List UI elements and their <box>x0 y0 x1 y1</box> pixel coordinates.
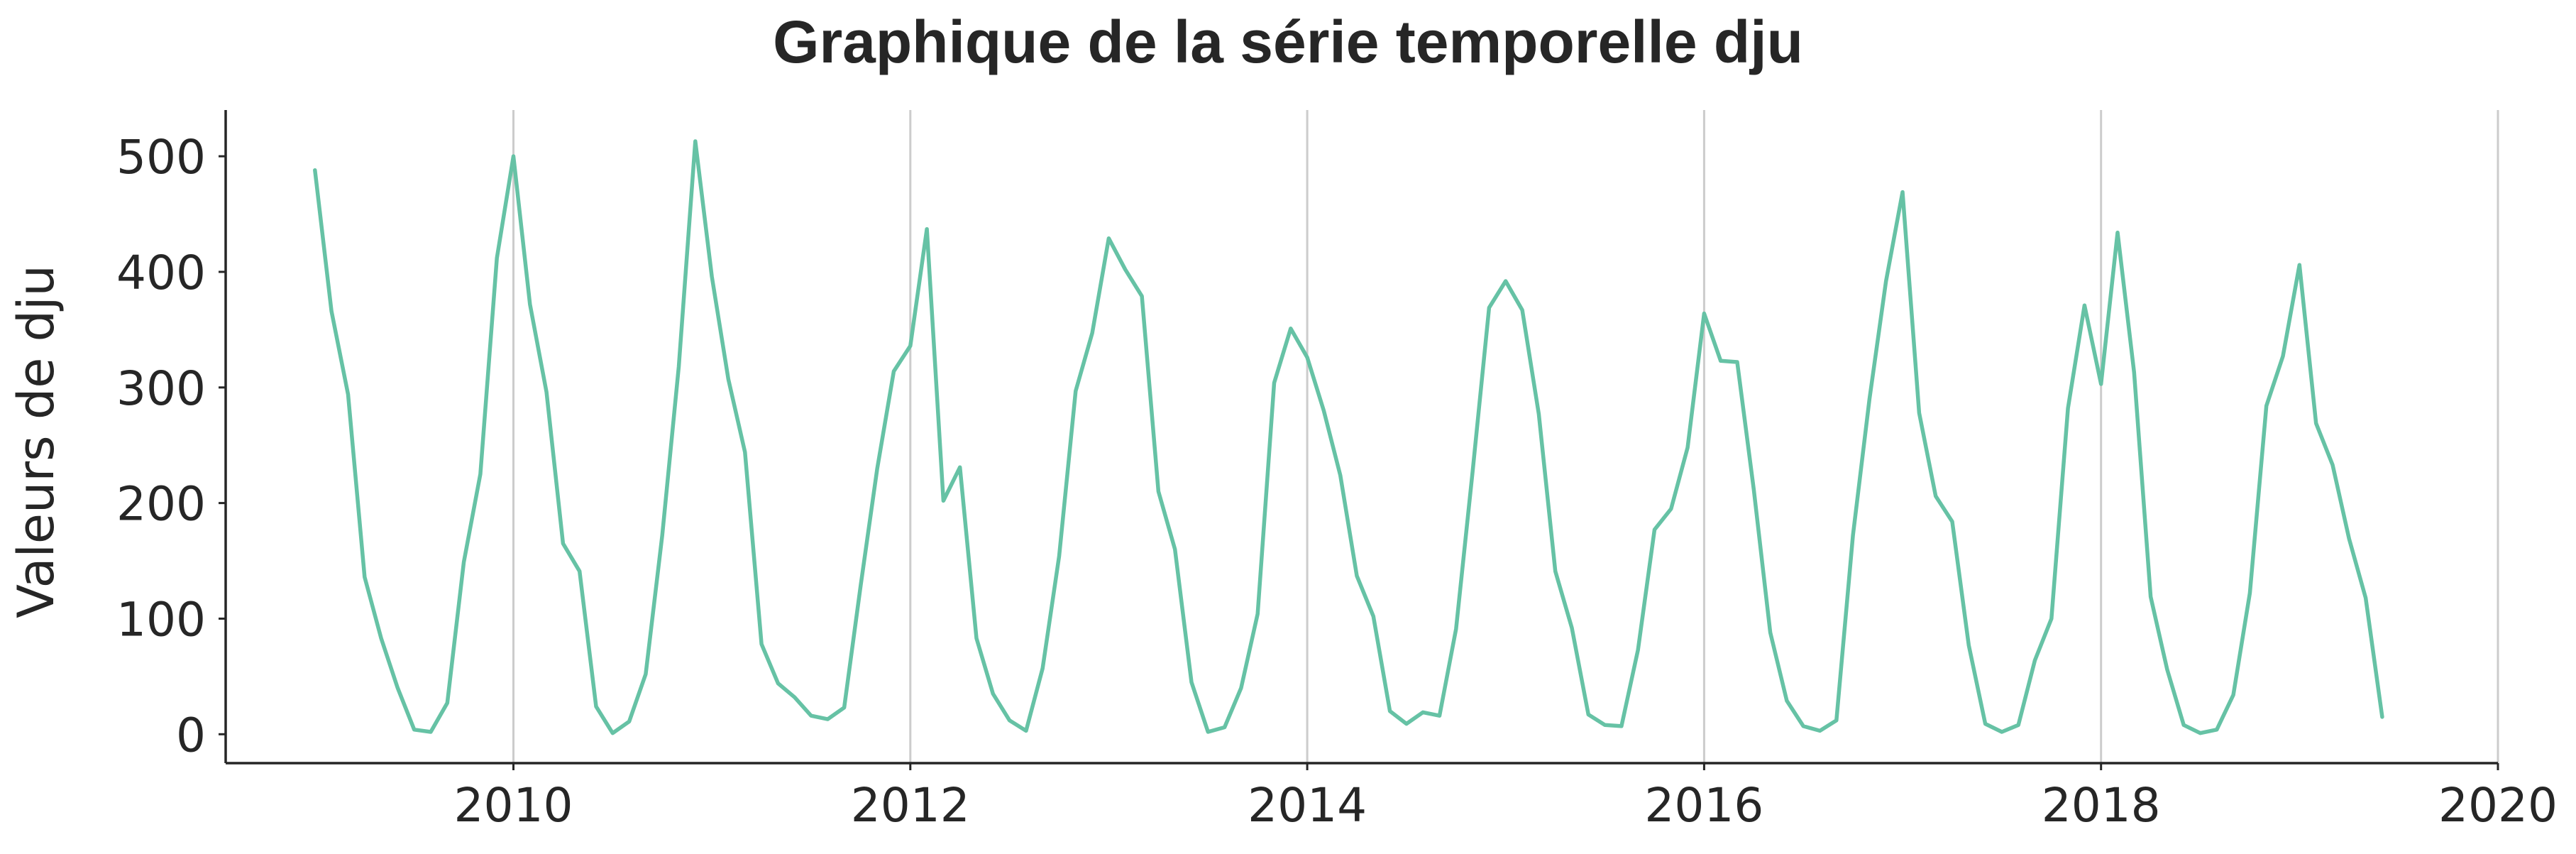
x-tick-label: 2020 <box>2438 778 2558 833</box>
y-tick-label: 200 <box>116 477 206 532</box>
x-axis: 2010 2012 2014 2016 2018 2020 <box>454 763 2558 833</box>
y-tick-label: 400 <box>116 246 206 300</box>
x-tick-label: 2010 <box>454 778 573 833</box>
y-axis-label: Valeurs de dju <box>7 265 65 618</box>
x-tick-label: 2018 <box>2042 778 2161 833</box>
x-tick-label: 2012 <box>851 778 970 833</box>
x-tick-label: 2016 <box>1644 778 1763 833</box>
series-line-dju <box>313 139 2384 735</box>
y-tick-label: 300 <box>116 361 206 416</box>
axes-spines <box>224 110 2498 765</box>
y-tick-label: 0 <box>176 708 206 762</box>
x-tick-label: 2014 <box>1248 778 1367 833</box>
gridlines <box>512 110 2499 763</box>
y-axis: 0 100 200 300 400 500 <box>116 130 226 762</box>
y-tick-label: 500 <box>116 130 206 185</box>
chart-title: Graphique de la série temporelle dju <box>773 9 1803 75</box>
y-tick-label: 100 <box>116 592 206 647</box>
series-layer <box>313 139 2384 735</box>
